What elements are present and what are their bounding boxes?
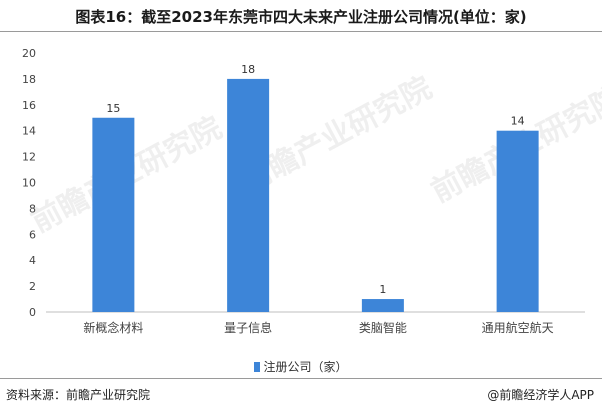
y-tick-label: 10 (22, 177, 36, 190)
data-label: 14 (511, 115, 525, 128)
bar (227, 78, 270, 313)
data-label: 1 (379, 283, 386, 296)
bar (92, 117, 135, 312)
y-tick-label: 2 (29, 280, 36, 293)
y-tick-label: 8 (29, 202, 36, 215)
y-tick-label: 14 (22, 125, 36, 138)
legend-swatch (254, 362, 261, 372)
title-divider (0, 31, 602, 32)
legend-label: 注册公司（家） (263, 360, 348, 374)
legend: 注册公司（家） (0, 358, 602, 375)
y-tick-label: 12 (22, 151, 36, 164)
x-tick-label: 类脑智能 (359, 320, 407, 335)
footer-divider (0, 378, 602, 379)
y-tick-label: 6 (29, 228, 36, 241)
bar (496, 130, 539, 312)
y-tick-label: 4 (29, 254, 36, 267)
y-tick-label: 20 (22, 47, 36, 60)
source-text: 资料来源：前瞻产业研究院 (6, 388, 151, 402)
chart-title: 图表16：截至2023年东莞市四大未来产业注册公司情况(单位：家) (75, 8, 527, 26)
bar-chart: 0 2 4 6 8 10 12 14 16 18 20 15 新概念材料 18 量子信息 1 类脑智能 14 通用航… (22, 47, 585, 335)
x-tick-label: 量子信息 (224, 320, 272, 335)
data-label: 15 (106, 102, 120, 115)
credit-text: @前瞻经济学人APP (487, 388, 594, 402)
y-tick-label: 0 (29, 306, 36, 319)
x-tick-label: 通用航空航天 (482, 320, 554, 335)
x-tick-label: 新概念材料 (83, 320, 143, 335)
y-tick-label: 16 (22, 99, 36, 112)
bar (361, 299, 404, 312)
y-tick-label: 18 (22, 73, 36, 86)
data-label: 18 (241, 63, 255, 76)
